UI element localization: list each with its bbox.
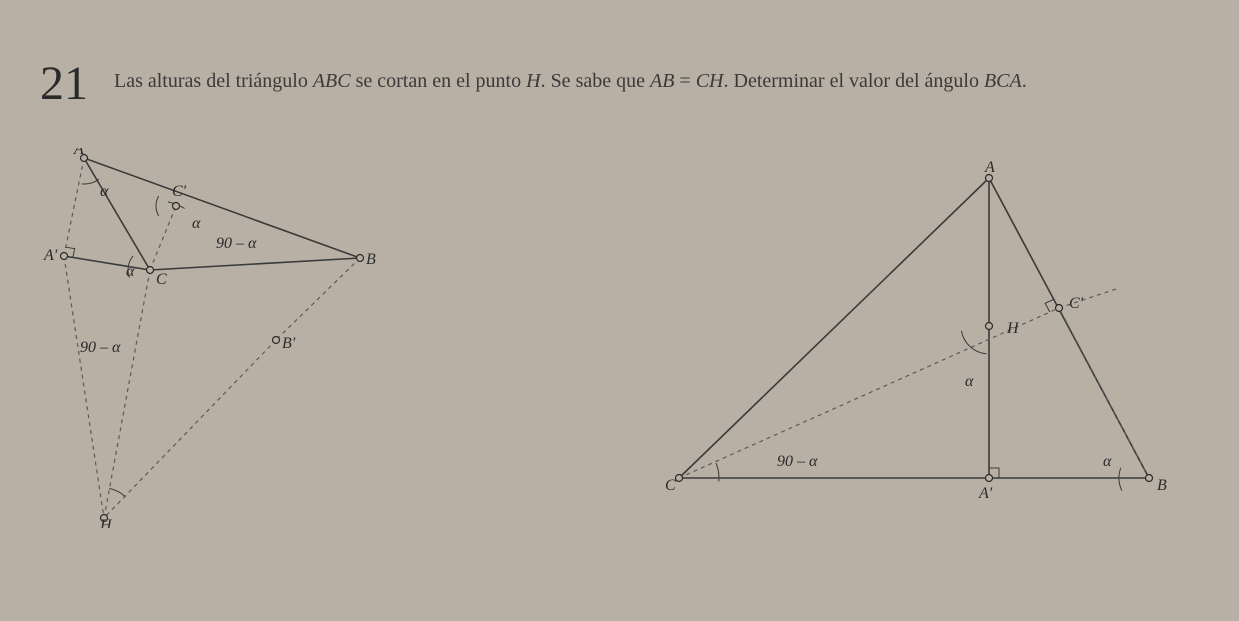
eq-rhs: CH: [696, 70, 724, 92]
text-part: . Determinar el valor del ángulo: [724, 70, 984, 92]
eq-lhs: AB: [650, 70, 674, 92]
svg-text:B: B: [1157, 477, 1167, 494]
svg-text:α: α: [965, 373, 974, 390]
svg-text:90 – α: 90 – α: [80, 339, 121, 356]
text-part: Las alturas del triángulo: [114, 70, 313, 92]
angle-name: BCA: [984, 70, 1022, 92]
point-H: H: [526, 70, 540, 92]
svg-text:H: H: [99, 517, 113, 528]
text-part: se cortan en el punto: [351, 70, 527, 92]
eq-op: =: [674, 70, 695, 92]
svg-text:α: α: [1103, 453, 1112, 470]
svg-text:A': A': [43, 247, 58, 264]
problem-header: 21 Las alturas del triángulo ABC se cort…: [40, 60, 1199, 108]
svg-text:90 – α: 90 – α: [216, 235, 257, 252]
svg-text:B': B': [282, 335, 296, 352]
svg-text:α: α: [192, 215, 201, 232]
figure-2: A B C H A' C' α α 90 – α: [629, 158, 1189, 518]
problem-statement: Las alturas del triángulo ABC se cortan …: [114, 60, 1027, 96]
svg-text:C': C': [1069, 295, 1084, 312]
triangle-name: ABC: [313, 70, 351, 92]
svg-text:90 – α: 90 – α: [777, 453, 818, 470]
page: 21 Las alturas del triángulo ABC se cort…: [0, 0, 1239, 621]
svg-text:A': A': [978, 485, 993, 502]
text-part: . Se sabe que: [541, 70, 650, 92]
svg-text:C: C: [156, 271, 167, 288]
svg-text:C: C: [665, 477, 676, 494]
figure-1: A B C H A' B' C' α α α 90 – α 90 – α: [40, 148, 400, 528]
text-part: .: [1022, 70, 1027, 92]
svg-text:α: α: [100, 183, 109, 200]
figures-row: A B C H A' B' C' α α α 90 – α 90 – α A B C H A' C' α α 90 –…: [40, 148, 1199, 528]
svg-text:B: B: [366, 251, 376, 268]
svg-text:C': C': [172, 183, 187, 200]
problem-number: 21: [40, 60, 100, 108]
svg-text:A: A: [73, 148, 84, 158]
svg-text:H: H: [1006, 320, 1020, 337]
svg-text:α: α: [126, 263, 135, 280]
svg-text:A: A: [984, 159, 995, 176]
